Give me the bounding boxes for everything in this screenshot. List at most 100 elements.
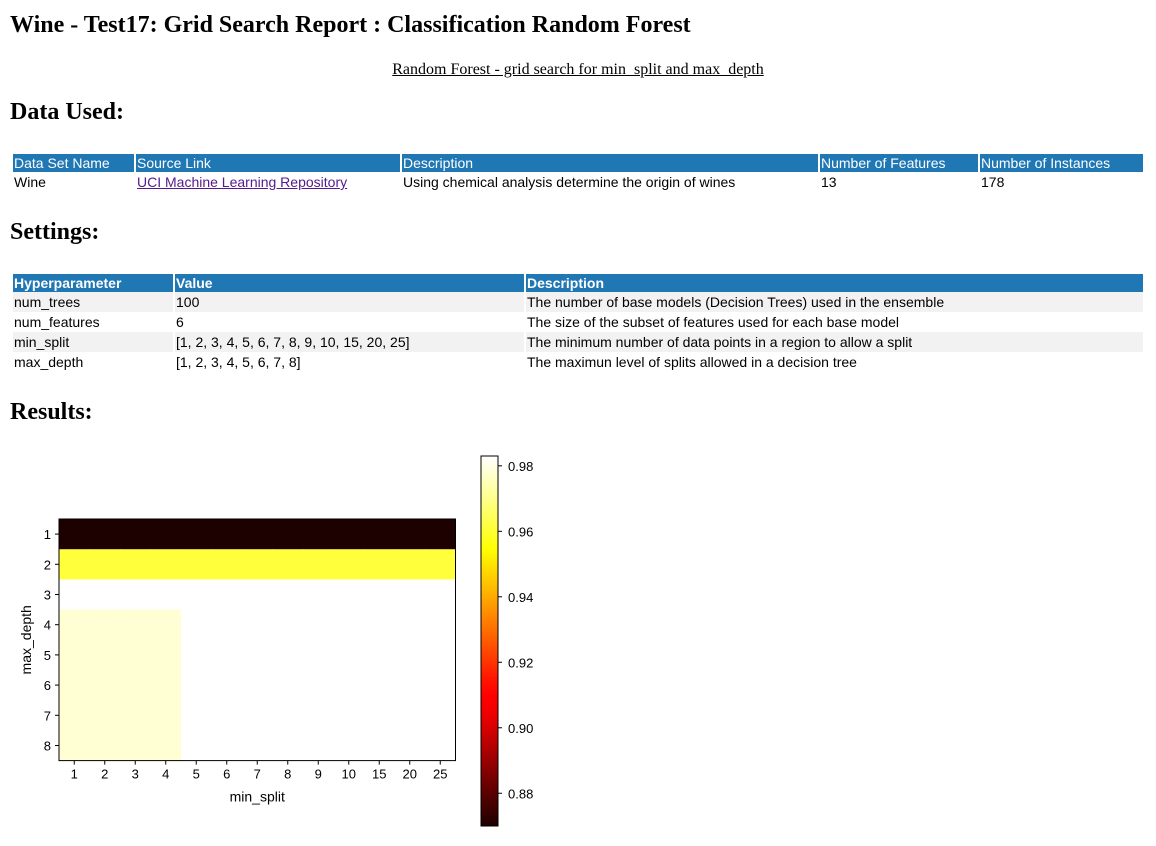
y-tick-label: 4: [44, 618, 51, 633]
heatmap-cell: [120, 639, 151, 671]
y-tick-label: 3: [44, 588, 51, 603]
heatmap-cell: [59, 639, 90, 671]
heatmap-cell: [59, 700, 90, 731]
table-row: num_features 6 The size of the subset of…: [13, 312, 1143, 332]
heatmap-cell: [425, 609, 456, 641]
heatmap-cell: [394, 609, 426, 641]
source-link[interactable]: UCI Machine Learning Repository: [137, 174, 348, 190]
heatmap-cell: [394, 670, 426, 701]
col-header-hyperparameter: Hyperparameter: [13, 274, 173, 292]
heatmap-cell: [303, 549, 334, 580]
x-tick-label: 10: [342, 767, 356, 782]
results-heading: Results:: [10, 399, 93, 425]
heatmap-cell: [181, 639, 212, 671]
x-tick-label: 2: [101, 767, 108, 782]
heatmap-cell: [242, 700, 273, 731]
heatmap-cell: [272, 579, 304, 611]
param-cell: num_trees: [13, 292, 173, 312]
heatmap-cell: [425, 579, 456, 611]
table-row: Wine UCI Machine Learning Repository Usi…: [13, 172, 1143, 192]
heatmap-cell: [425, 639, 456, 671]
x-tick-label: 5: [193, 767, 200, 782]
dataset-name-cell: Wine: [14, 174, 46, 190]
param-cell: max_depth: [14, 354, 84, 370]
heatmap-cell: [242, 639, 273, 671]
heatmap-cell: [181, 519, 212, 550]
heatmap-cell: [333, 670, 365, 701]
table-row: max_depth [1, 2, 3, 4, 5, 6, 7, 8] The m…: [13, 352, 1143, 372]
x-tick-label: 25: [433, 767, 447, 782]
heatmap-cell: [120, 519, 151, 550]
description-cell: The minimum number of data points in a r…: [526, 332, 1143, 352]
heatmap-cell: [89, 670, 121, 701]
heatmap-cell: [303, 519, 334, 550]
heatmap-cell: [333, 700, 365, 731]
heatmap-cell: [120, 730, 151, 762]
heatmap-cell: [242, 730, 273, 762]
settings-table-header-row: Hyperparameter Value Description: [13, 274, 1143, 292]
heatmap-cell: [211, 519, 243, 550]
heatmap-cell: [272, 700, 304, 731]
heatmap-cell: [394, 549, 426, 580]
heatmap-cell: [120, 579, 151, 611]
x-tick-label: 15: [372, 767, 386, 782]
heatmap-cell: [333, 579, 365, 611]
colorbar-tick-label: 0.98: [508, 459, 533, 474]
heatmap-cell: [211, 579, 243, 611]
heatmap-cell: [333, 609, 365, 641]
heatmap-cell: [364, 639, 395, 671]
heatmap-cell: [394, 579, 426, 611]
y-tick-label: 2: [44, 557, 51, 572]
heatmap-cell: [181, 549, 212, 580]
colorbar-tick-label: 0.94: [508, 590, 533, 605]
x-tick-label: 4: [162, 767, 169, 782]
heatmap-cell: [303, 700, 334, 731]
heatmap-cell: [89, 700, 121, 731]
heatmap-cell: [120, 670, 151, 701]
col-header-setting-description: Description: [526, 274, 1143, 292]
y-axis-label: max_depth: [18, 605, 34, 674]
heatmap-cell: [272, 609, 304, 641]
heatmap-cell: [364, 519, 395, 550]
heatmap-cell: [242, 549, 273, 580]
heatmap-cell: [272, 639, 304, 671]
colorbar-tick-label: 0.96: [508, 524, 533, 539]
heatmap-cell: [120, 549, 151, 580]
heatmap-cell: [425, 730, 456, 762]
heatmap-cell: [89, 519, 121, 550]
heatmap-cell: [89, 639, 121, 671]
heatmap-cell: [59, 579, 90, 611]
x-tick-label: 1: [71, 767, 78, 782]
heatmap-cell: [394, 700, 426, 731]
heatmap-cell: [59, 730, 90, 762]
y-tick-label: 5: [44, 648, 51, 663]
description-cell: The maximun level of splits allowed in a…: [527, 354, 857, 370]
page-title: Wine - Test17: Grid Search Report : Clas…: [10, 12, 691, 38]
x-tick-label: 6: [223, 767, 230, 782]
heatmap-cell: [242, 670, 273, 701]
heatmap-cell: [59, 609, 90, 641]
heatmap-cell: [242, 579, 273, 611]
col-header-dataset-name: Data Set Name: [13, 154, 134, 172]
heatmap-cell: [425, 670, 456, 701]
heatmap-cell: [211, 670, 243, 701]
x-tick-label: 3: [132, 767, 139, 782]
heatmap-cell: [181, 670, 212, 701]
heatmap-cell: [242, 519, 273, 550]
col-header-value: Value: [175, 274, 524, 292]
data-table-header-row: Data Set Name Source Link Description Nu…: [13, 154, 1143, 172]
heatmap-cell: [333, 639, 365, 671]
heatmap-cell: [364, 579, 395, 611]
description-cell: Using chemical analysis determine the or…: [403, 174, 736, 190]
heatmap-cell: [425, 549, 456, 580]
heatmap-cell: [364, 730, 395, 762]
param-cell: num_features: [14, 314, 100, 330]
heatmap-cell: [211, 639, 243, 671]
heatmap-cell: [333, 519, 365, 550]
settings-heading: Settings:: [10, 219, 100, 245]
x-axis-label: min_split: [230, 789, 285, 805]
heatmap-cell: [333, 549, 365, 580]
heatmap-cell: [89, 609, 121, 641]
heatmap-cell: [150, 639, 182, 671]
col-header-num-instances: Number of Instances: [980, 154, 1143, 172]
